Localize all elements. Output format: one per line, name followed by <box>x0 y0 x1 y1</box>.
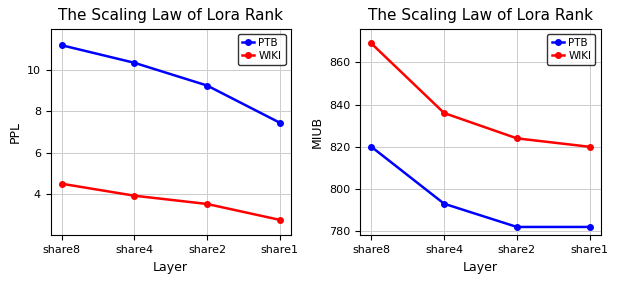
PTB <box>586 225 593 229</box>
Title: The Scaling Law of Lora Rank: The Scaling Law of Lora Rank <box>58 8 283 23</box>
Line: WIKI: WIKI <box>59 181 282 223</box>
WIKI <box>441 111 448 115</box>
WIKI <box>276 218 284 222</box>
X-axis label: Layer: Layer <box>463 261 498 274</box>
Line: WIKI: WIKI <box>368 41 593 149</box>
Y-axis label: MIUB: MIUB <box>311 116 324 148</box>
PTB <box>441 202 448 206</box>
WIKI <box>586 145 593 149</box>
X-axis label: Layer: Layer <box>153 261 188 274</box>
Line: PTB: PTB <box>368 144 593 230</box>
PTB <box>58 43 66 47</box>
PTB <box>368 145 375 149</box>
Title: The Scaling Law of Lora Rank: The Scaling Law of Lora Rank <box>368 8 593 23</box>
WIKI <box>203 202 211 206</box>
WIKI <box>368 42 375 45</box>
WIKI <box>130 194 138 197</box>
PTB <box>130 61 138 65</box>
WIKI <box>513 137 520 140</box>
Line: PTB: PTB <box>59 42 282 125</box>
PTB <box>276 121 284 124</box>
PTB <box>203 84 211 87</box>
WIKI <box>58 182 66 185</box>
Legend: PTB, WIKI: PTB, WIKI <box>548 34 595 65</box>
Y-axis label: PPL: PPL <box>8 121 22 143</box>
Legend: PTB, WIKI: PTB, WIKI <box>237 34 286 65</box>
PTB <box>513 225 520 229</box>
